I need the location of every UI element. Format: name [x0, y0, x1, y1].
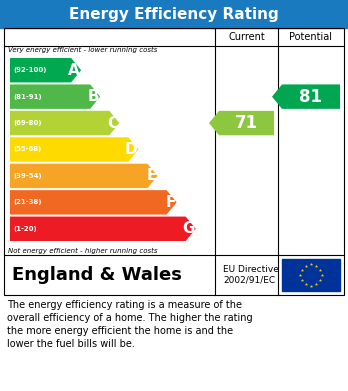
Text: 2002/91/EC: 2002/91/EC — [223, 276, 275, 285]
Text: B: B — [88, 89, 99, 104]
Polygon shape — [10, 111, 119, 135]
Polygon shape — [272, 84, 340, 109]
Text: EU Directive: EU Directive — [223, 265, 279, 274]
Bar — [0, 0, 348, 28]
Polygon shape — [10, 84, 100, 109]
Text: D: D — [125, 142, 137, 157]
Text: Potential: Potential — [290, 32, 332, 42]
Text: Very energy efficient - lower running costs: Very energy efficient - lower running co… — [8, 47, 157, 53]
Text: England & Wales: England & Wales — [12, 266, 182, 284]
Bar — [282, 259, 340, 291]
Text: G: G — [182, 221, 195, 236]
Text: lower the fuel bills will be.: lower the fuel bills will be. — [7, 339, 135, 349]
Text: (81-91): (81-91) — [13, 93, 42, 100]
Polygon shape — [10, 164, 158, 188]
Text: C: C — [107, 116, 118, 131]
Polygon shape — [10, 217, 196, 241]
Polygon shape — [10, 190, 177, 215]
Text: 81: 81 — [300, 88, 323, 106]
Text: Energy Efficiency Rating: Energy Efficiency Rating — [69, 7, 279, 22]
Text: (21-38): (21-38) — [13, 199, 41, 205]
Text: (69-80): (69-80) — [13, 120, 41, 126]
Text: E: E — [146, 169, 157, 183]
Text: (39-54): (39-54) — [13, 173, 42, 179]
Text: Not energy efficient - higher running costs: Not energy efficient - higher running co… — [8, 248, 158, 254]
Text: overall efficiency of a home. The higher the rating: overall efficiency of a home. The higher… — [7, 313, 253, 323]
Text: (92-100): (92-100) — [13, 67, 46, 73]
Text: Current: Current — [228, 32, 265, 42]
Text: (1-20): (1-20) — [13, 226, 37, 232]
Text: the more energy efficient the home is and the: the more energy efficient the home is an… — [7, 326, 233, 336]
Text: F: F — [165, 195, 176, 210]
Bar — [4, 28, 344, 295]
Text: (55-68): (55-68) — [13, 147, 41, 152]
Polygon shape — [209, 111, 274, 135]
Polygon shape — [10, 137, 139, 162]
Text: The energy efficiency rating is a measure of the: The energy efficiency rating is a measur… — [7, 300, 242, 310]
Text: A: A — [68, 63, 80, 78]
Polygon shape — [10, 58, 81, 83]
Text: 71: 71 — [235, 114, 258, 132]
